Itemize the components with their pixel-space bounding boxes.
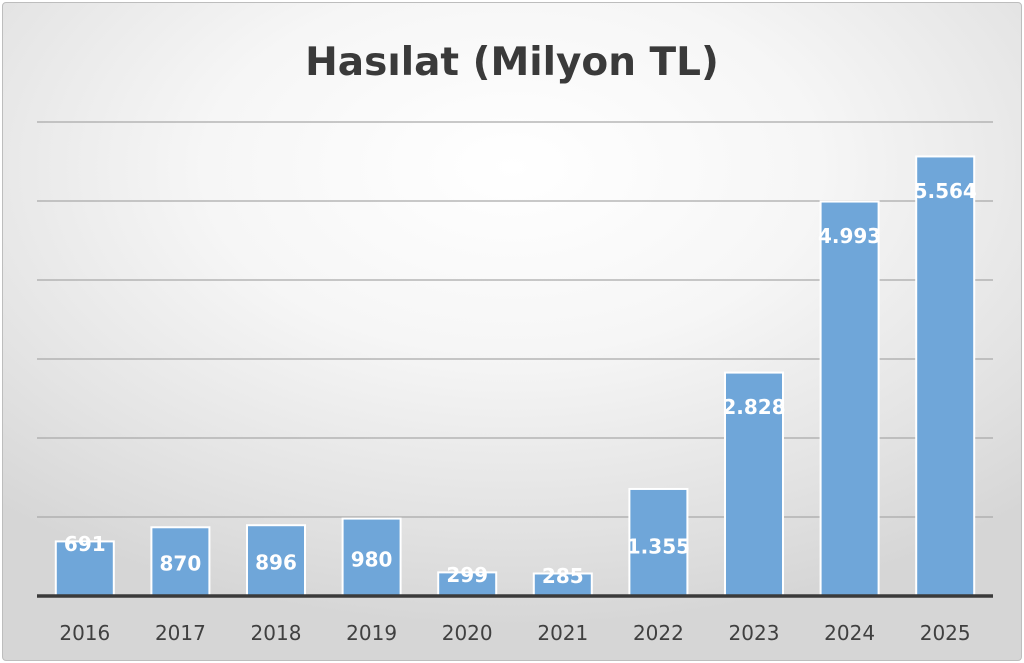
bar-2017 [150,526,211,598]
value-label-2019: 980 [351,548,393,572]
tick-label-2019: 2019 [346,621,397,645]
tick-label-2016: 2016 [59,621,110,645]
tick-label-2025: 2025 [920,621,971,645]
bar-2024 [819,200,880,597]
tick-label-2021: 2021 [537,621,588,645]
tick-label-2018: 2018 [251,621,302,645]
value-label-2020: 299 [446,563,488,587]
tick-label-2024: 2024 [824,621,875,645]
tick-label-2022: 2022 [633,621,684,645]
tick-label-2017: 2017 [155,621,206,645]
value-label-2018: 896 [255,551,297,575]
value-label-2016: 691 [64,532,106,556]
tick-label-2023: 2023 [729,621,780,645]
value-labels: 691 870 896 980 299 285 1.355 2.828 4.993 5.564 [64,179,977,588]
value-label-2023: 2.828 [722,395,785,419]
value-label-2024: 4.993 [818,224,881,248]
value-label-2017: 870 [160,552,202,576]
value-label-2021: 285 [542,564,584,588]
value-label-2025: 5.564 [914,179,977,203]
tick-label-2020: 2020 [442,621,493,645]
x-tick-labels: 2016 2017 2018 2019 2020 2021 2022 2023 2024 2025 [59,621,970,645]
chart-title: Hasılat (Milyon TL) [305,40,719,85]
bar-2025 [915,155,976,597]
bar-chart: Hasılat (Milyon TL) 691 870 896 980 299 285 1.… [37,40,993,645]
bars [54,155,976,598]
bar-2018 [246,524,306,597]
value-label-2022: 1.355 [627,534,690,558]
